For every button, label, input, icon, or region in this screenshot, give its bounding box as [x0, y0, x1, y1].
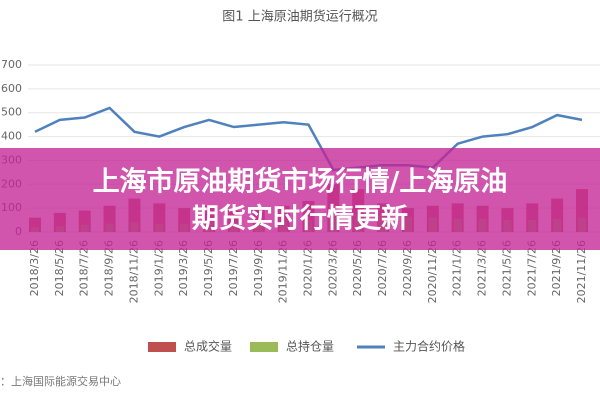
x-tick-label: 2018/3/26 — [28, 240, 41, 296]
x-tick-label: 2021/1/26 — [451, 240, 464, 296]
y-tick-label: 400 — [1, 130, 22, 143]
x-tick-label: 2020/3/26 — [326, 240, 339, 296]
banner — [0, 148, 600, 250]
x-tick-label: 2019/9/26 — [252, 240, 265, 296]
legend-label: 总成交量 — [184, 339, 232, 354]
chart-title: 图1 上海原油期货运行概况 — [222, 9, 377, 25]
x-tick-label: 2020/7/26 — [376, 240, 389, 296]
x-tick-label: 2018/9/26 — [103, 240, 116, 296]
y-tick-label: 500 — [1, 106, 22, 119]
x-tick-label: 2018/5/26 — [53, 240, 66, 296]
x-tick-label: 2020/5/26 — [351, 240, 364, 296]
banner-line: 期货实时行情更新 — [192, 203, 408, 235]
legend-label: 主力合约价格 — [393, 339, 465, 354]
x-tick-label: 2020/9/26 — [401, 240, 414, 296]
x-tick-label: 2021/5/26 — [500, 240, 513, 296]
x-tick-label: 2020/11/26 — [426, 240, 439, 303]
legend-label: 总持仓量 — [286, 339, 334, 354]
legend-swatch — [148, 342, 176, 352]
x-tick-label: 2018/7/26 — [78, 240, 91, 296]
line — [34, 106, 583, 172]
x-tick-label: 2021/11/26 — [575, 240, 588, 303]
x-tick-label: 2021/9/26 — [550, 240, 563, 296]
x-tick-label: 2018/11/26 — [127, 240, 140, 303]
source: 来源：上海国际能源交易中心 — [0, 374, 121, 388]
x-tick-label: 2019/7/26 — [227, 240, 240, 296]
banner-line: 上海市原油期货市场行情/上海原油 — [93, 166, 508, 198]
x-tick-label: 2021/3/26 — [476, 240, 489, 296]
legend-swatch — [250, 342, 278, 352]
x-tick-label: 2019/5/26 — [202, 240, 215, 296]
x-tick-label: 2019/3/26 — [177, 240, 190, 296]
x-tick-label: 2019/11/26 — [277, 240, 290, 303]
x-tick-label: 2021/7/26 — [525, 240, 538, 296]
x-tick-label: 2020/1/26 — [302, 240, 315, 296]
y-tick-label: 600 — [1, 82, 22, 95]
y-tick-label: 700 — [1, 58, 22, 71]
x-tick-label: 2019/1/26 — [152, 240, 165, 296]
